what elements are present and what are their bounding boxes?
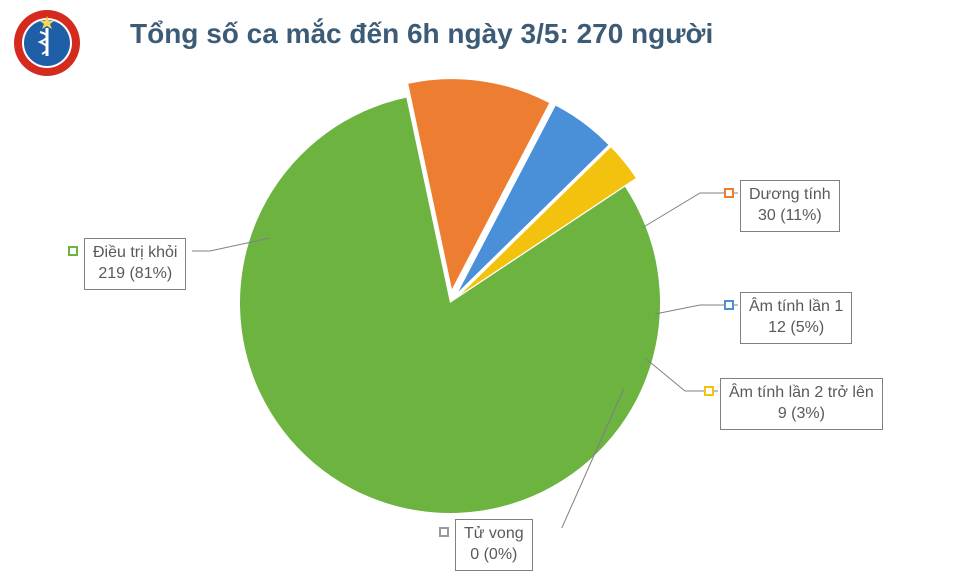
chart-title: Tổng số ca mắc đến 6h ngày 3/5: 270 ngườ… xyxy=(130,18,713,50)
legend-marker xyxy=(724,300,734,310)
slice-label-value: 30 (11%) xyxy=(749,206,831,227)
ministry-logo xyxy=(12,8,82,78)
slice-label: Điều trị khỏi219 (81%) xyxy=(84,238,186,290)
legend-marker xyxy=(68,246,78,256)
slice-label-value: 219 (81%) xyxy=(93,264,177,285)
slice-label-value: 9 (3%) xyxy=(729,404,874,425)
pie-chart-container: Dương tính30 (11%)Âm tính lần 112 (5%)Âm… xyxy=(0,78,960,538)
slice-label-value: 0 (0%) xyxy=(464,545,524,566)
slice-label-name: Điều trị khỏi xyxy=(93,243,177,264)
slice-label-name: Tử vong xyxy=(464,524,524,545)
slice-label-name: Âm tính lần 2 trở lên xyxy=(729,383,874,404)
slice-label-name: Dương tính xyxy=(749,185,831,206)
slice-label: Dương tính30 (11%) xyxy=(740,180,840,232)
slice-label-value: 12 (5%) xyxy=(749,318,843,339)
slice-label: Âm tính lần 2 trở lên9 (3%) xyxy=(720,378,883,430)
slice-label: Âm tính lần 112 (5%) xyxy=(740,292,852,344)
legend-marker xyxy=(439,527,449,537)
legend-marker xyxy=(704,386,714,396)
legend-marker xyxy=(724,188,734,198)
leader-line xyxy=(642,193,738,228)
slice-label: Tử vong0 (0%) xyxy=(455,519,533,571)
slice-label-name: Âm tính lần 1 xyxy=(749,297,843,318)
